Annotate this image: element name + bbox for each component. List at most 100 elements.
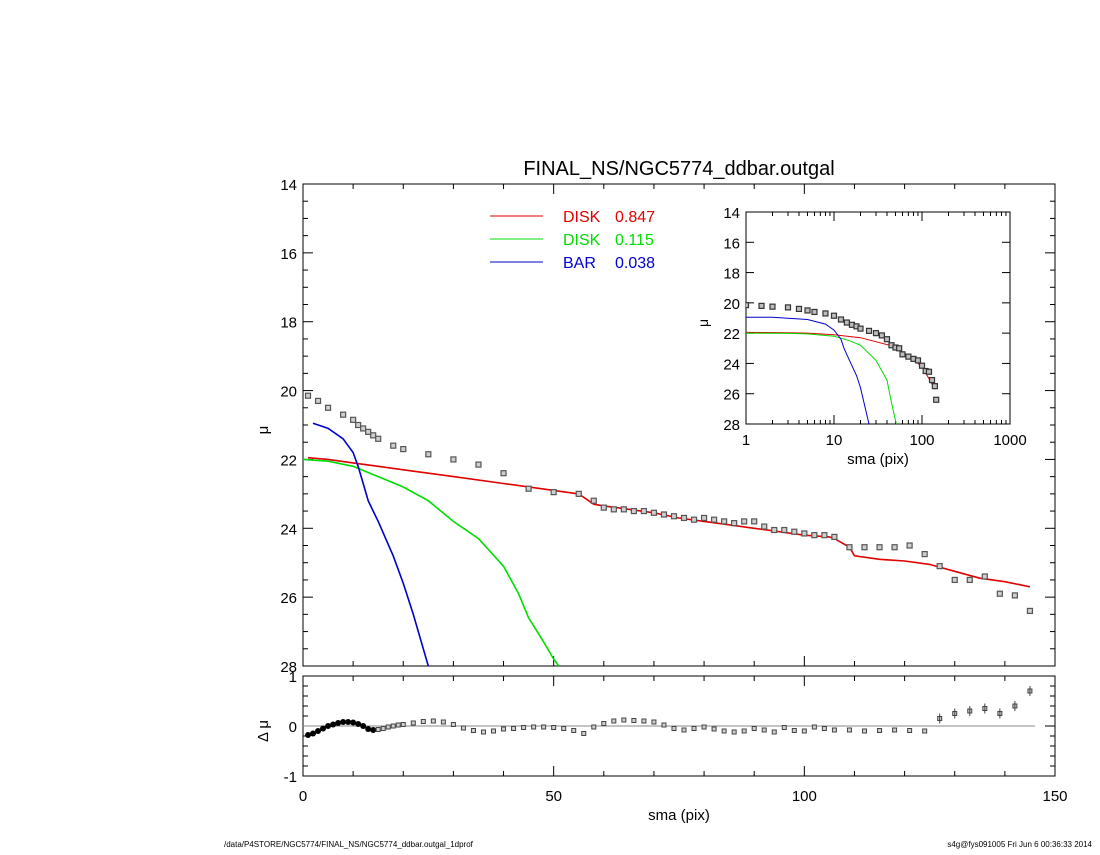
residual-point (355, 721, 362, 727)
main-point (620, 506, 627, 513)
main-point (891, 544, 898, 551)
main-ylabel: μ (255, 426, 272, 435)
main-point (831, 533, 838, 540)
residual-point (561, 726, 567, 731)
residual-point (711, 726, 717, 732)
residual-point (305, 732, 312, 738)
main-point (600, 504, 607, 511)
main-point (801, 530, 808, 537)
residual-point (340, 719, 347, 725)
residual-point (310, 730, 317, 737)
inset-ytick-label: 14 (723, 205, 740, 222)
main-point (550, 489, 557, 496)
residual-point (410, 720, 416, 726)
residual-point (365, 726, 372, 732)
inset-point (843, 319, 850, 326)
main-point (365, 428, 372, 435)
residual-point (741, 728, 747, 734)
inset-ytick-label: 22 (723, 326, 740, 343)
inset-point (878, 332, 885, 339)
residual-point (611, 718, 617, 724)
residual-point (681, 727, 687, 733)
main-ytick-label: 22 (280, 452, 297, 469)
main-point (981, 573, 988, 580)
main-point (314, 397, 322, 404)
legend-name: DISK (563, 209, 601, 226)
residual-point (350, 719, 357, 726)
inset-xtick-label: 100 (909, 432, 934, 449)
residual-point (320, 725, 327, 732)
main-ytick-label: 14 (280, 177, 297, 194)
legend-name: BAR (563, 255, 596, 272)
residual-point (531, 724, 537, 730)
main-line-disk (303, 458, 560, 666)
main-point (876, 544, 883, 551)
main-line-bar (312, 422, 430, 666)
main-point (966, 576, 973, 584)
main-point (324, 404, 332, 411)
residual-point (345, 719, 352, 725)
residual-xtick-label: 100 (792, 788, 817, 805)
main-point (500, 470, 507, 477)
residual-point (470, 728, 476, 733)
residual-point (821, 726, 827, 731)
residual-point (521, 725, 527, 730)
residual-point (385, 724, 391, 730)
residual-point (641, 718, 647, 724)
residual-points (305, 686, 1033, 738)
main-point (525, 485, 532, 492)
main-point (610, 506, 617, 513)
residual-xtick-label: 50 (545, 788, 562, 805)
inset-point (918, 362, 926, 369)
main-ytick-label: 28 (280, 659, 297, 676)
inset-xlabel: sma (pix) (847, 451, 909, 468)
inset-point (865, 327, 873, 334)
main-point (575, 490, 582, 497)
inset-point (896, 345, 903, 352)
inset-ytick-label: 28 (723, 417, 740, 434)
inset-ytick-label: 24 (723, 356, 740, 373)
main-point (640, 507, 648, 515)
main-line-disk (307, 456, 1031, 588)
main-point (906, 542, 913, 549)
main-point (700, 514, 708, 522)
inset-point (857, 325, 864, 332)
residual-point (395, 722, 401, 728)
main-point (921, 551, 928, 558)
residual-point (731, 729, 737, 735)
main-point (350, 416, 357, 423)
residual-point (846, 727, 852, 733)
main-ytick-label: 20 (280, 384, 297, 401)
inset-plot-frame (745, 211, 1011, 425)
main-point (360, 425, 367, 432)
residual-point (571, 728, 577, 733)
residual-point (370, 727, 377, 733)
residual-point (450, 722, 456, 727)
residual-point (325, 723, 332, 729)
main-point (680, 514, 688, 522)
footer-timestamp: s4g@fys091005 Fri Jun 6 00:36:33 2014 (947, 840, 1092, 849)
inset-point (769, 303, 776, 310)
residual-point (551, 725, 557, 730)
main-points (304, 392, 1034, 615)
inset-ylabel: μ (695, 319, 711, 327)
main-point (1026, 607, 1034, 615)
residual-point (701, 724, 707, 730)
residual-ytick-label: 1 (289, 669, 297, 686)
residual-point (671, 726, 677, 731)
residual-point (781, 725, 787, 730)
main-point (450, 456, 457, 463)
residual-point (375, 727, 381, 732)
main-point (340, 411, 347, 418)
legend-value: 0.038 (615, 255, 655, 272)
inset-xtick-label: 10 (826, 432, 843, 449)
residual-point (581, 731, 587, 736)
main-point (731, 520, 738, 527)
main-point (761, 523, 768, 530)
inset-point (883, 336, 891, 343)
residual-point (751, 726, 757, 731)
main-point (781, 526, 788, 534)
inset-xtick-label: 1000 (993, 432, 1026, 449)
inset-point (914, 357, 922, 364)
